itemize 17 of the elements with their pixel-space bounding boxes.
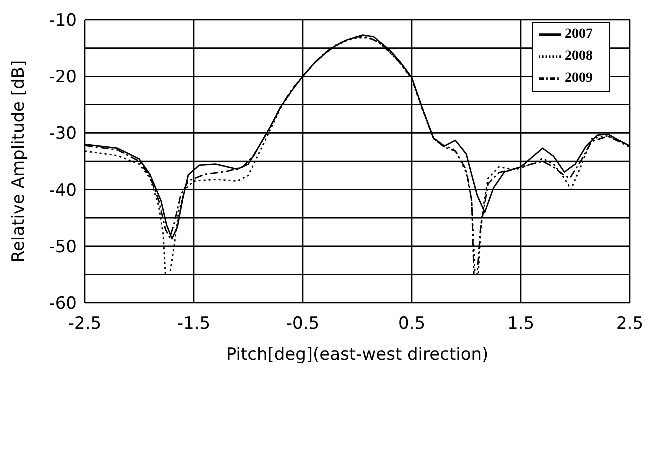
y-tick-label: -40 <box>49 180 77 201</box>
x-tick-label: -1.5 <box>177 314 211 334</box>
legend-label: 2008 <box>565 49 593 64</box>
legend-label: 2009 <box>565 71 593 86</box>
y-tick-label: -30 <box>49 124 77 144</box>
y-tick-label: -10 <box>49 11 77 32</box>
y-axis-title: Relative Amplitude [dB] <box>9 60 30 263</box>
y-tick-label: -50 <box>49 237 77 258</box>
x-tick-label: 1.5 <box>507 314 535 334</box>
y-tick-label: -20 <box>49 68 77 88</box>
x-tick-label: -0.5 <box>286 314 320 334</box>
x-tick-label: 2.5 <box>616 314 644 334</box>
x-axis-title: Pitch[deg](east-west direction) <box>226 345 489 365</box>
x-tick-label: 0.5 <box>398 314 426 334</box>
y-tick-label: -60 <box>49 294 77 314</box>
x-tick-label: -2.5 <box>68 314 102 334</box>
legend-label: 2007 <box>565 27 593 42</box>
